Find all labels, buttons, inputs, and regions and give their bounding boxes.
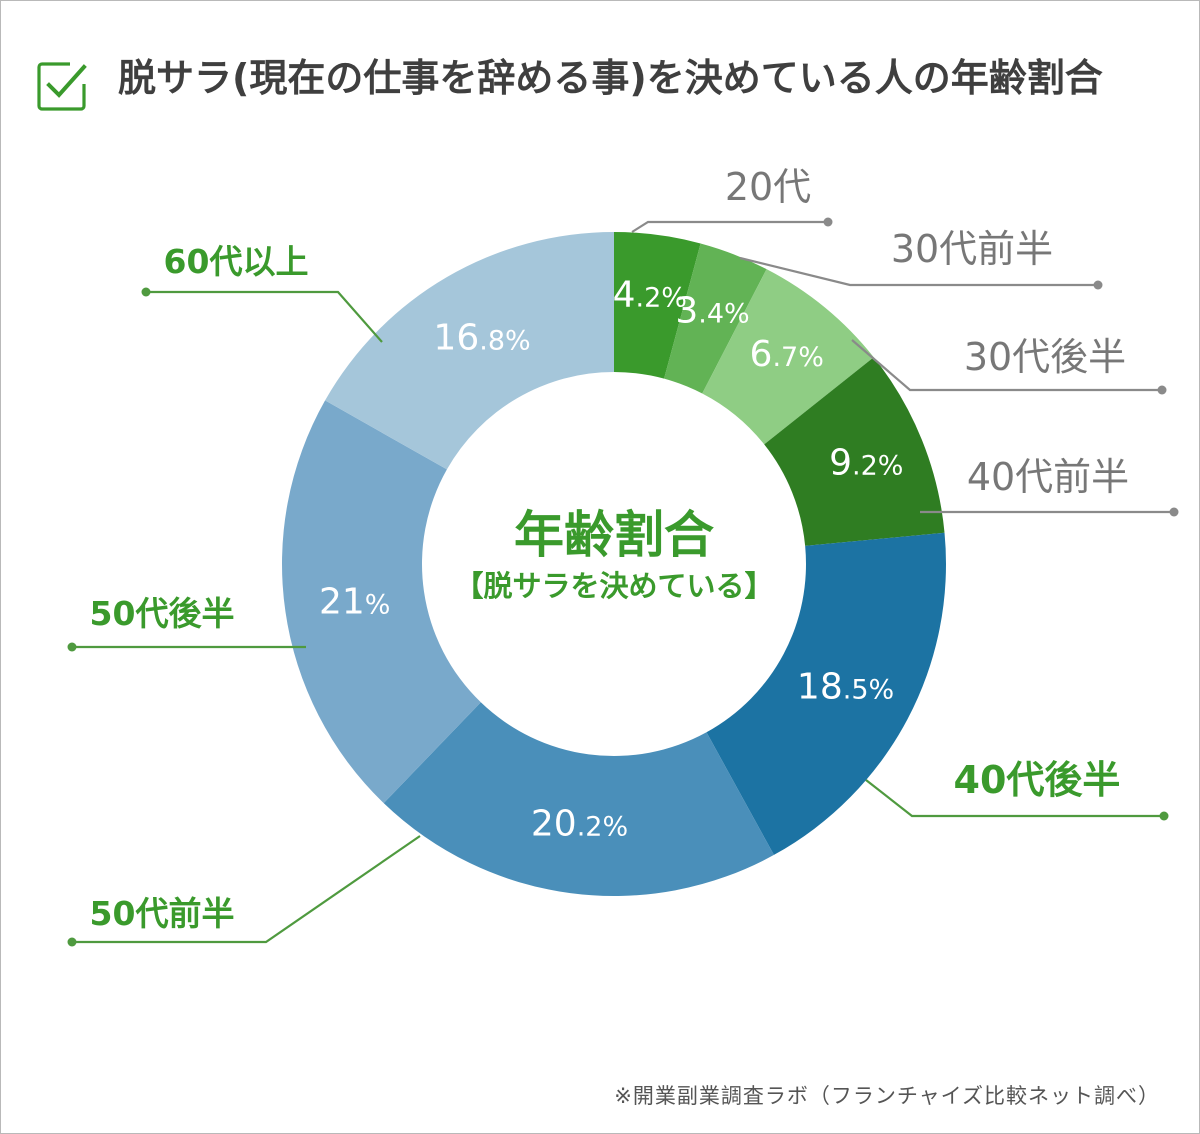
source-note: ※開業副業調査ラボ（フランチャイズ比較ネット調べ） (614, 1084, 1160, 1108)
value-label: 16.8% (433, 318, 530, 359)
donut-slice-1 (614, 232, 701, 379)
leader-line (851, 339, 1162, 392)
category-label: 50代後半 (90, 594, 235, 633)
donut-slice-7 (282, 400, 481, 804)
category-label: 40代後半 (954, 758, 1121, 802)
leader-dot (1157, 385, 1167, 395)
leader-dot (141, 287, 151, 297)
leader-dot (823, 217, 833, 227)
value-label: 20.2% (531, 804, 628, 845)
donut-slice-4 (764, 357, 945, 546)
donut-slice-2 (664, 243, 767, 394)
value-label: 4.2% (613, 274, 687, 315)
leader-dot (67, 642, 77, 652)
category-label: 20代 (725, 165, 811, 209)
donut-slice-8 (325, 231, 614, 470)
donut-slice-3 (702, 269, 874, 445)
category-label: 30代後半 (964, 335, 1126, 379)
leader-line (739, 256, 1098, 287)
category-label: 50代前半 (90, 894, 235, 933)
category-label: 40代前半 (967, 455, 1129, 499)
leader-dot (1093, 280, 1103, 290)
leader-line (72, 835, 421, 944)
value-label: 9.2% (829, 442, 903, 483)
chart-title: 脱サラ(現在の仕事を辞める事)を決めている人の年齢割合 (118, 56, 1103, 100)
leader-dot (67, 937, 77, 947)
donut-slice-6 (383, 702, 774, 896)
value-label: 6.7% (750, 334, 824, 375)
category-label: 60代以上 (164, 242, 309, 281)
value-label: 18.5% (797, 667, 894, 708)
leader-dot (1159, 811, 1169, 821)
leader-line (865, 779, 1164, 818)
value-label: 21% (319, 582, 390, 623)
category-label: 30代前半 (891, 227, 1053, 271)
leader-dot (1169, 507, 1179, 517)
checkbox-checked-icon (37, 62, 87, 111)
leader-line (631, 220, 828, 233)
leader-line (146, 290, 383, 343)
donut-slice-5 (706, 532, 946, 855)
center-title: 年齢割合 (514, 506, 714, 564)
value-label: 3.4% (675, 290, 749, 331)
center-subtitle: 【脱サラを決めている】 (454, 569, 773, 603)
